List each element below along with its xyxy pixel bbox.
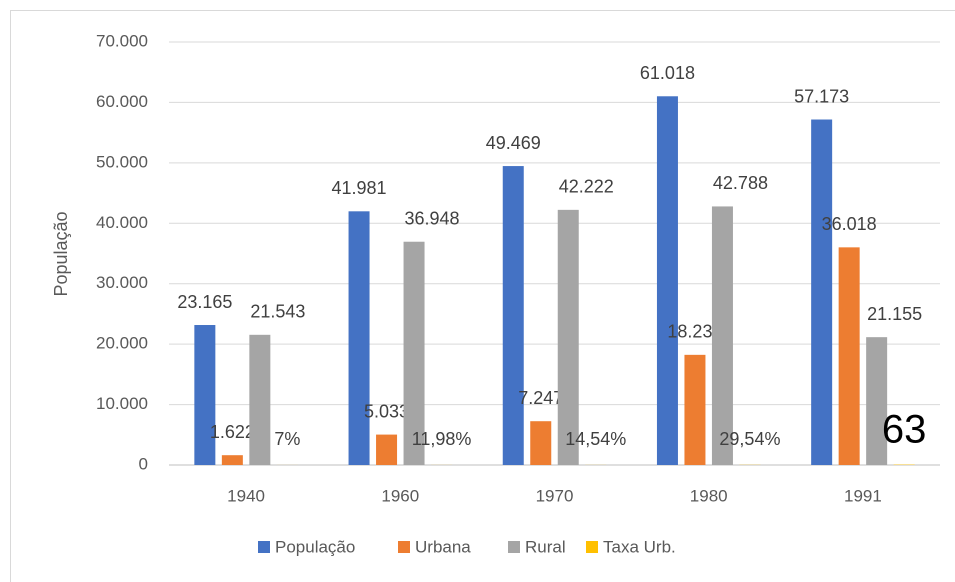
data-label: 23.165 (177, 292, 232, 312)
legend-swatch (508, 541, 520, 553)
data-label: 7.247 (518, 388, 563, 408)
bar (684, 354, 706, 465)
legend-label: Urbana (415, 537, 471, 556)
bar (376, 434, 398, 465)
bar (249, 334, 271, 465)
x-tick-label: 1940 (227, 486, 265, 505)
bar (866, 337, 888, 465)
data-label: 5.033 (364, 401, 409, 421)
bar (811, 119, 833, 466)
data-label: 7% (274, 429, 300, 449)
data-label: 63 (882, 408, 927, 452)
y-tick-label: 50.000 (96, 152, 148, 171)
data-label: 1.622 (210, 422, 255, 442)
x-tick-label: 1970 (536, 486, 574, 505)
chart-border (10, 10, 955, 582)
legend-label: Rural (525, 537, 566, 556)
y-axis-title: População (51, 211, 71, 296)
data-label: 61.018 (640, 63, 695, 83)
bar (194, 325, 216, 465)
data-label: 21.155 (867, 304, 922, 324)
y-tick-label: 0 (139, 454, 148, 473)
bar (711, 206, 733, 465)
data-label: 29,54% (719, 429, 780, 449)
bar (838, 247, 860, 465)
y-tick-label: 30.000 (96, 273, 148, 292)
data-label: 41.981 (332, 178, 387, 198)
y-tick-label: 10.000 (96, 394, 148, 413)
x-tick-label: 1980 (690, 486, 728, 505)
data-label: 57.173 (794, 86, 849, 106)
x-tick-label: 1960 (381, 486, 419, 505)
bar (502, 166, 524, 465)
data-label: 21.543 (250, 302, 305, 322)
data-label: 11,98% (412, 429, 472, 449)
legend-swatch (398, 541, 410, 553)
data-label: 42.222 (559, 177, 614, 197)
y-tick-label: 60.000 (96, 92, 148, 111)
data-label: 36.018 (822, 214, 877, 234)
bar (530, 421, 552, 465)
data-label: 49.469 (486, 133, 541, 153)
data-label: 36.948 (405, 208, 460, 228)
data-label: 14,54% (565, 429, 626, 449)
legend-label: Taxa Urb. (603, 537, 676, 556)
data-label: 42.788 (713, 173, 768, 193)
bar (348, 211, 370, 465)
bar (557, 209, 579, 465)
bar (656, 96, 678, 465)
legend-swatch (258, 541, 270, 553)
y-tick-label: 40.000 (96, 213, 148, 232)
x-tick-label: 1991 (844, 486, 882, 505)
y-tick-label: 70.000 (96, 31, 148, 50)
y-tick-label: 20.000 (96, 334, 148, 353)
legend-swatch (586, 541, 598, 553)
bar (403, 241, 425, 465)
data-label: 18.230 (667, 322, 722, 342)
bar (221, 455, 243, 465)
legend-label: População (275, 537, 355, 556)
